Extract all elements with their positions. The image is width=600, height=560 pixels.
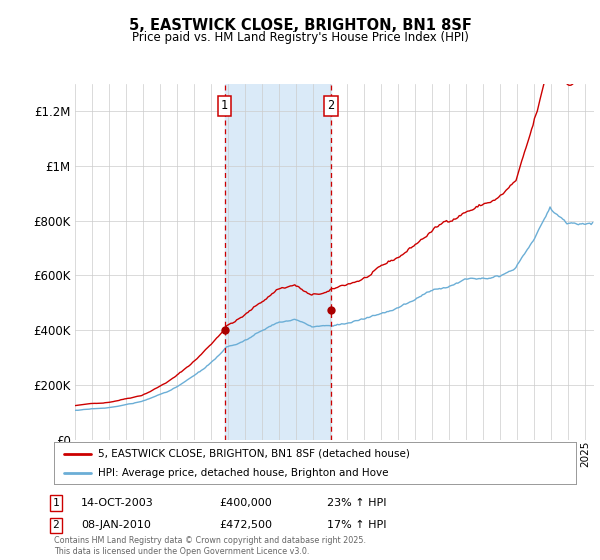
Text: 5, EASTWICK CLOSE, BRIGHTON, BN1 8SF: 5, EASTWICK CLOSE, BRIGHTON, BN1 8SF bbox=[128, 18, 472, 33]
Text: 14-OCT-2003: 14-OCT-2003 bbox=[81, 498, 154, 508]
Text: HPI: Average price, detached house, Brighton and Hove: HPI: Average price, detached house, Brig… bbox=[98, 468, 389, 478]
Text: Contains HM Land Registry data © Crown copyright and database right 2025.
This d: Contains HM Land Registry data © Crown c… bbox=[54, 536, 366, 556]
Text: 23% ↑ HPI: 23% ↑ HPI bbox=[327, 498, 386, 508]
Text: 2: 2 bbox=[52, 520, 59, 530]
Text: £472,500: £472,500 bbox=[219, 520, 272, 530]
Text: 5, EASTWICK CLOSE, BRIGHTON, BN1 8SF (detached house): 5, EASTWICK CLOSE, BRIGHTON, BN1 8SF (de… bbox=[98, 449, 410, 459]
Text: 08-JAN-2010: 08-JAN-2010 bbox=[81, 520, 151, 530]
Text: 1: 1 bbox=[52, 498, 59, 508]
Text: 17% ↑ HPI: 17% ↑ HPI bbox=[327, 520, 386, 530]
Bar bbox=[224, 84, 331, 440]
Text: Price paid vs. HM Land Registry's House Price Index (HPI): Price paid vs. HM Land Registry's House … bbox=[131, 31, 469, 44]
Text: 2: 2 bbox=[327, 99, 334, 113]
Text: 1: 1 bbox=[221, 99, 228, 113]
Text: £400,000: £400,000 bbox=[219, 498, 272, 508]
